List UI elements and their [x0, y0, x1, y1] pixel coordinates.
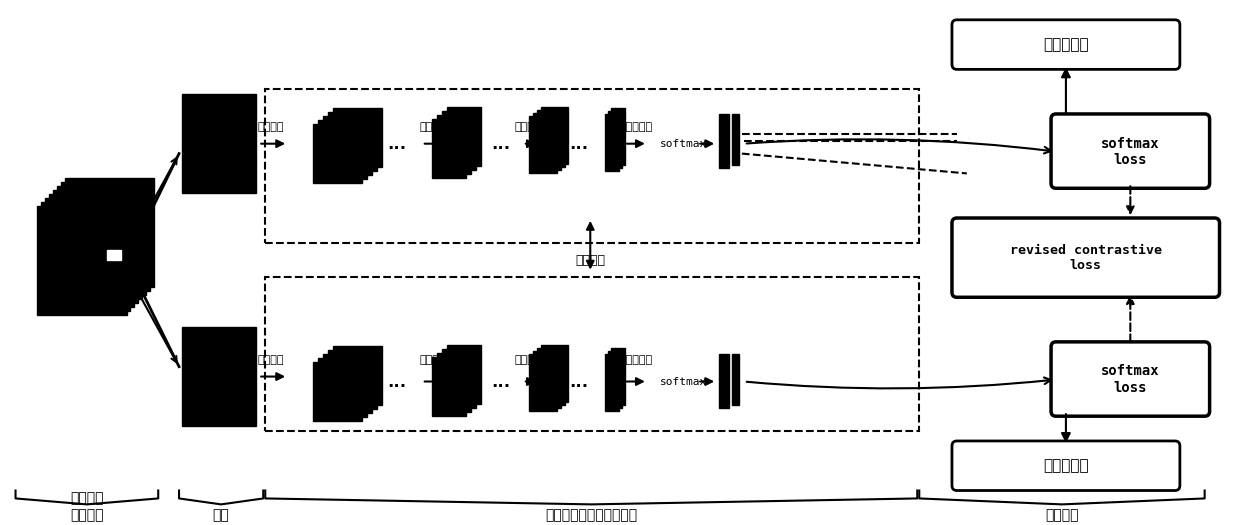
- Text: 卷积操作: 卷积操作: [258, 355, 284, 365]
- FancyBboxPatch shape: [541, 345, 568, 402]
- FancyBboxPatch shape: [332, 108, 382, 167]
- FancyBboxPatch shape: [41, 202, 130, 311]
- FancyBboxPatch shape: [952, 20, 1180, 69]
- FancyBboxPatch shape: [608, 351, 622, 408]
- FancyBboxPatch shape: [50, 194, 139, 303]
- FancyBboxPatch shape: [1052, 342, 1209, 416]
- FancyBboxPatch shape: [45, 198, 134, 307]
- Text: 全连接操作: 全连接操作: [619, 355, 652, 365]
- Text: ...: ...: [569, 373, 588, 391]
- FancyBboxPatch shape: [533, 113, 560, 171]
- FancyBboxPatch shape: [432, 356, 466, 416]
- FancyBboxPatch shape: [322, 354, 372, 413]
- FancyBboxPatch shape: [537, 110, 564, 167]
- FancyBboxPatch shape: [317, 358, 367, 417]
- FancyBboxPatch shape: [327, 112, 377, 172]
- FancyBboxPatch shape: [312, 362, 362, 421]
- FancyBboxPatch shape: [605, 114, 619, 172]
- FancyBboxPatch shape: [57, 186, 146, 295]
- FancyBboxPatch shape: [327, 350, 377, 410]
- FancyBboxPatch shape: [611, 108, 625, 165]
- FancyBboxPatch shape: [1052, 114, 1209, 188]
- FancyBboxPatch shape: [446, 345, 481, 404]
- FancyBboxPatch shape: [611, 348, 625, 405]
- FancyBboxPatch shape: [64, 178, 154, 287]
- FancyBboxPatch shape: [107, 250, 120, 260]
- FancyBboxPatch shape: [528, 116, 557, 173]
- Text: 用于提取特征的主干网络: 用于提取特征的主干网络: [546, 508, 637, 522]
- Text: ...: ...: [387, 373, 407, 391]
- Text: 计算损失: 计算损失: [1045, 508, 1079, 522]
- Text: 全连接操作: 全连接操作: [515, 355, 547, 365]
- FancyBboxPatch shape: [732, 354, 739, 405]
- FancyBboxPatch shape: [332, 346, 382, 405]
- FancyBboxPatch shape: [719, 354, 729, 408]
- FancyBboxPatch shape: [182, 94, 257, 193]
- Text: ...: ...: [491, 373, 511, 391]
- FancyBboxPatch shape: [436, 115, 471, 174]
- Text: 训练集合: 训练集合: [71, 491, 104, 506]
- FancyBboxPatch shape: [61, 182, 150, 291]
- Text: softmax
loss: softmax loss: [1101, 136, 1159, 167]
- FancyBboxPatch shape: [952, 218, 1219, 297]
- Text: softmax
loss: softmax loss: [1101, 364, 1159, 395]
- FancyBboxPatch shape: [441, 111, 476, 171]
- FancyBboxPatch shape: [528, 354, 557, 411]
- FancyBboxPatch shape: [37, 206, 126, 315]
- FancyBboxPatch shape: [537, 348, 564, 405]
- Text: 共享参数: 共享参数: [575, 254, 605, 267]
- FancyBboxPatch shape: [436, 353, 471, 412]
- Text: revised contrastive
loss: revised contrastive loss: [1009, 244, 1162, 271]
- Text: 全连接操作: 全连接操作: [515, 122, 547, 132]
- Text: 输入: 输入: [213, 508, 229, 522]
- FancyBboxPatch shape: [541, 107, 568, 164]
- FancyBboxPatch shape: [182, 327, 257, 426]
- FancyBboxPatch shape: [732, 114, 739, 165]
- FancyBboxPatch shape: [432, 119, 466, 178]
- FancyBboxPatch shape: [312, 124, 362, 183]
- FancyBboxPatch shape: [719, 114, 729, 169]
- FancyBboxPatch shape: [533, 351, 560, 408]
- Text: 预测的年龄: 预测的年龄: [1043, 37, 1089, 52]
- Text: softmax: softmax: [660, 376, 707, 386]
- FancyBboxPatch shape: [53, 190, 143, 299]
- Text: ...: ...: [569, 135, 588, 153]
- FancyBboxPatch shape: [605, 354, 619, 411]
- FancyBboxPatch shape: [441, 349, 476, 408]
- FancyBboxPatch shape: [322, 116, 372, 175]
- Text: 训练集合: 训练集合: [71, 508, 104, 522]
- Text: ...: ...: [387, 135, 407, 153]
- Text: 全连接操作: 全连接操作: [619, 122, 652, 132]
- FancyBboxPatch shape: [317, 120, 367, 180]
- Text: 全连接操作: 全连接操作: [419, 122, 453, 132]
- FancyBboxPatch shape: [446, 107, 481, 166]
- Text: ...: ...: [491, 135, 511, 153]
- FancyBboxPatch shape: [952, 441, 1180, 490]
- Text: 卷积操作: 卷积操作: [258, 122, 284, 132]
- Text: 全连接操作: 全连接操作: [419, 355, 453, 365]
- Text: 预测的年龄: 预测的年龄: [1043, 458, 1089, 473]
- FancyBboxPatch shape: [608, 111, 622, 169]
- Text: softmax: softmax: [660, 139, 707, 149]
